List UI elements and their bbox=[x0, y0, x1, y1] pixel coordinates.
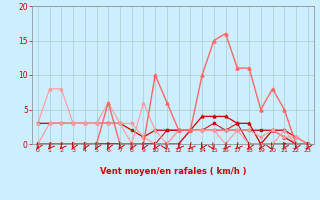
X-axis label: Vent moyen/en rafales ( km/h ): Vent moyen/en rafales ( km/h ) bbox=[100, 167, 246, 176]
